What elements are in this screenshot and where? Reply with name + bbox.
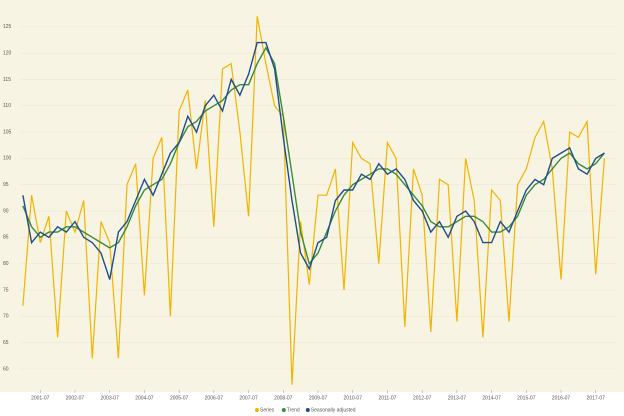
x-tick-label: 2007-07 (239, 395, 258, 401)
legend-label: Seasonally adjusted (311, 407, 356, 413)
x-tick-label: 2001-07 (31, 395, 50, 401)
x-tick-label: 2004-07 (135, 395, 154, 401)
y-tick-label: 80 (3, 261, 9, 267)
x-tick-label: 2003-07 (101, 395, 120, 401)
series-line (22, 46, 605, 266)
x-tick-label: 2002-07 (66, 395, 85, 401)
y-tick-label: 105 (3, 129, 12, 135)
y-tick-label: 120 (3, 50, 12, 56)
legend-marker (281, 408, 286, 412)
y-tick-label: 75 (3, 287, 9, 293)
x-tick-label: 2005-07 (170, 395, 189, 401)
x-tick-label: 2012-07 (413, 395, 432, 401)
y-tick-label: 115 (3, 77, 11, 83)
y-tick-label: 60 (3, 366, 9, 372)
y-tick-label: 95 (3, 182, 9, 188)
x-tick-label: 2006-07 (205, 395, 224, 401)
y-tick-label: 65 (3, 340, 9, 346)
x-tick-label: 2013-07 (448, 395, 467, 401)
legend-label: Series (260, 407, 275, 413)
x-tick-label: 2010-07 (344, 395, 363, 401)
x-tick-label: 2008-07 (274, 395, 293, 401)
x-tick-label: 2015-07 (517, 395, 536, 401)
x-tick-label: 2016-07 (552, 395, 571, 401)
legend-label: Trend (287, 407, 300, 413)
y-tick-label: 100 (3, 156, 12, 162)
y-tick-label: 125 (3, 24, 12, 30)
y-tick-label: 110 (3, 103, 11, 109)
series-line (22, 41, 605, 280)
x-tick-label: 2011-07 (378, 395, 396, 401)
legend-marker (255, 408, 259, 412)
y-tick-label: 70 (3, 314, 9, 320)
plot-background (0, 0, 624, 392)
y-tick-label: 85 (3, 235, 9, 241)
y-tick-label: 90 (3, 208, 9, 214)
x-tick-label: 2017-07 (587, 395, 606, 401)
series-line (22, 16, 605, 385)
legend-marker (305, 408, 310, 412)
x-tick-label: 2009-07 (309, 395, 328, 401)
x-tick-label: 2014-07 (482, 395, 501, 401)
